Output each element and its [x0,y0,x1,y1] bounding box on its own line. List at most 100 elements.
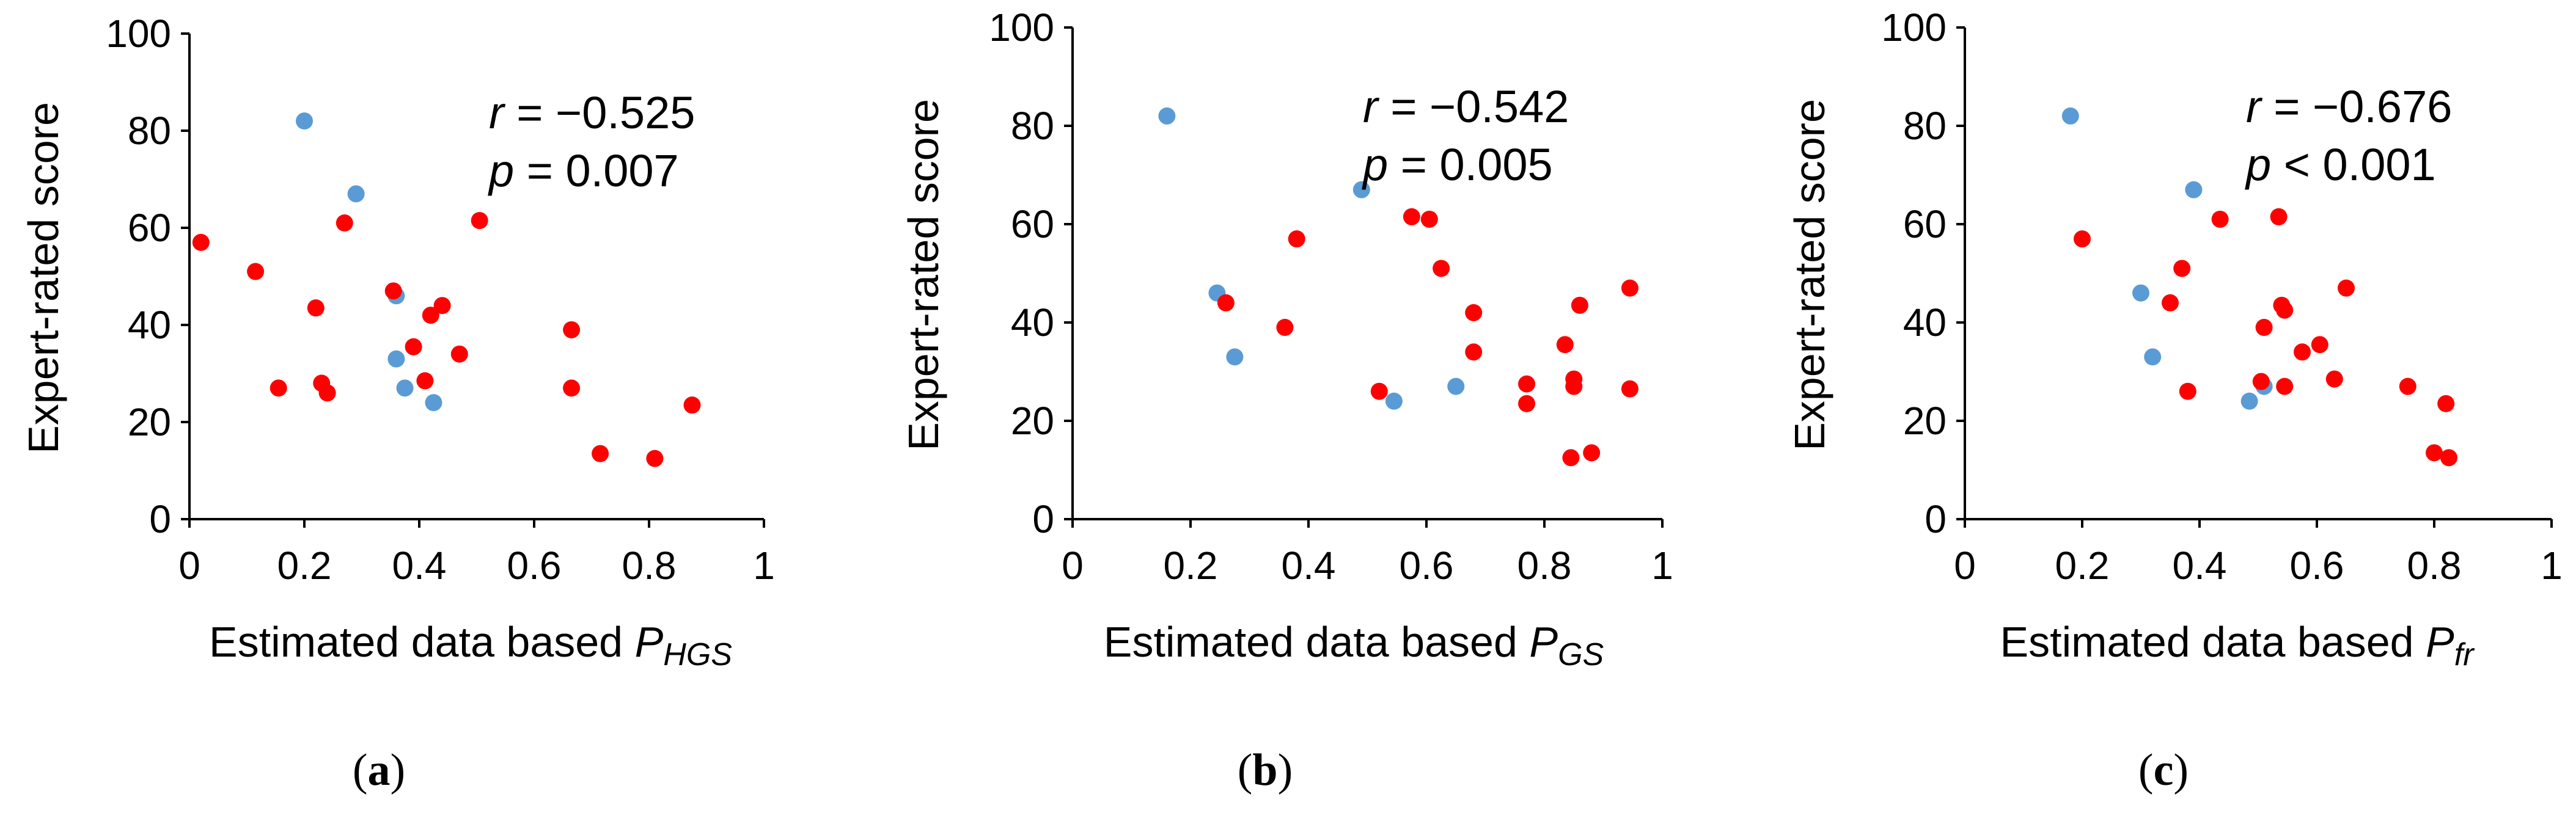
panel-a-x-tick-label: 0 [178,544,200,588]
panel-a-point-blue [347,185,365,203]
panel-b-p-value: = 0.005 [1388,139,1553,190]
panel-c-x-tick-label: 1 [2541,544,2563,588]
panel-a-marks: 0 20 40 60 80 100 0 0.2 0.4 0.6 0.8 1 [106,12,775,588]
panel-b-point-blue [1226,348,1244,366]
panel-c-y-tick-label: 60 [1903,202,1947,246]
panel-b-y-axis-title: Expert-rated score [900,99,947,451]
panel-a-x-tick-label: 0.2 [277,544,332,588]
panel-c-point-red [2074,230,2091,248]
panel-b-point-blue [1447,377,1465,395]
panel-a-point-blue [296,112,313,130]
panel-c-y-tick-label: 0 [1925,497,1947,541]
panel-c-x-tick-label: 0.8 [2407,544,2462,588]
panel-c-point-blue [2144,348,2162,366]
panel-b-point-blue [1352,181,1370,199]
panel-b-point-red [1518,375,1536,393]
panel-b-x-tick-label: 0.6 [1400,544,1454,588]
panel-a-x-tick-label: 1 [753,544,775,588]
panel-b-point-red [1621,279,1638,297]
panel-b-point-red [1465,343,1483,361]
panel-a-xlabel-prefix: Estimated data based [209,618,635,666]
panel-b-point-red [1583,444,1601,462]
panel-c-point-red [2270,208,2288,225]
panel-a-point-blue [396,379,414,397]
panel-b-point-red [1276,319,1294,337]
panel-c-point-red [2252,373,2270,390]
panel-a-point-red [307,299,325,317]
panel-a-x-tick-label: 0.4 [392,544,447,588]
panel-c-point-red [2311,336,2328,354]
panel-a-point-red [336,214,353,232]
panel-c-y-tick-label: 40 [1903,301,1947,344]
panel-b-point-red [1420,210,1438,228]
panel-b-y-tick-label: 20 [1011,399,1054,443]
panel-b-marks: 0 20 40 60 80 100 0 0.2 0.4 0.6 0.8 1 [989,5,1673,588]
panel-b-xlabel-symbol: P [1529,618,1558,666]
panel-a-point-red [683,396,701,414]
panel-b-y-tick-label: 40 [1011,301,1054,344]
panel-b-point-red [1465,304,1483,321]
panel-c-p-value: < 0.001 [2271,139,2436,190]
panel-b-point-red [1403,208,1420,225]
panel-c-xlabel-subscript: fr [2454,637,2475,672]
panel-a-caption: (a) [353,745,405,795]
panel-c-y-tick-label: 80 [1903,104,1947,148]
panel-a-x-tick-label: 0.6 [507,544,562,588]
panel-a-xlabel-symbol: P [635,618,664,666]
panel-a-y-tick-label: 0 [149,497,171,541]
panel-b-point-red [1288,230,1305,248]
panel-a-y-tick-label: 100 [106,12,171,56]
panel-a-point-red [416,372,434,390]
panel-b-r-value: = −0.542 [1378,81,1569,132]
panel-c-point-blue [2240,392,2258,410]
panel-a-xlabel-subscript: HGS [663,637,732,672]
panel-c-point-red [2338,279,2355,297]
panel-c-point-red [2440,449,2457,467]
panel-c-point-red [2173,260,2191,277]
panel-c-point-red [2255,319,2273,337]
panel-b-point-red [1565,370,1583,388]
panel-b-point-red [1571,296,1588,314]
panel-b-point-red [1562,449,1580,467]
panel-a-point-blue [425,394,442,412]
panel-b-point-red [1217,294,1235,311]
panel-c-x-tick-label: 0.2 [2055,544,2110,588]
panel-c-x-tick-label: 0.4 [2173,544,2227,588]
panel-a-point-red [433,297,451,315]
panel-a-point-red [646,450,664,467]
panel-a-p-symbol: p [488,145,514,196]
panel-a-r-value: = −0.525 [504,87,695,138]
panel-b-y-tick-label: 80 [1011,104,1054,148]
panel-b-point-red [1621,380,1638,398]
panel-c-p-symbol: p [2245,139,2271,190]
panel-a-y-tick-label: 60 [128,206,171,250]
panel-a-point-red [563,321,581,338]
panel-a-point-red [592,445,609,462]
panel-b-point-red [1556,336,1574,354]
panel-c-x-tick-label: 0.6 [2290,544,2344,588]
panel-b-y-tick-label: 0 [1032,497,1054,541]
panel-c-point-red [2399,377,2416,395]
panel-c-point-red [2325,370,2343,388]
panel-a-y-tick-label: 80 [128,109,171,153]
panel-c-point-red [2276,377,2294,395]
panel-c-r-value: = −0.676 [2261,81,2453,132]
panel-a-point-red [384,282,402,300]
panel-a-point-red [405,338,422,355]
panel-a-point-red [450,345,468,363]
panel-c-point-red [2437,395,2455,412]
panel-b-point-red [1370,382,1388,400]
panel-c-point-red [2426,444,2443,462]
panel-a-r-symbol: r [489,87,506,138]
panel-c-point-red [2276,301,2294,319]
panel-b-x-axis-title: Estimated data based PGS [1104,618,1604,672]
panel-a-p-stat: p = 0.007 [488,145,679,196]
panel-a-point-red [318,384,336,402]
panel-c-marks: 0 20 40 60 80 100 0 0.2 0.4 0.6 0.8 1 [1881,5,2563,588]
panel-c-point-blue [2061,107,2079,125]
panel-a-point-red [563,379,581,397]
panel-b-caption: (b) [1238,745,1293,795]
panel-a-p-value: = 0.007 [514,145,679,196]
